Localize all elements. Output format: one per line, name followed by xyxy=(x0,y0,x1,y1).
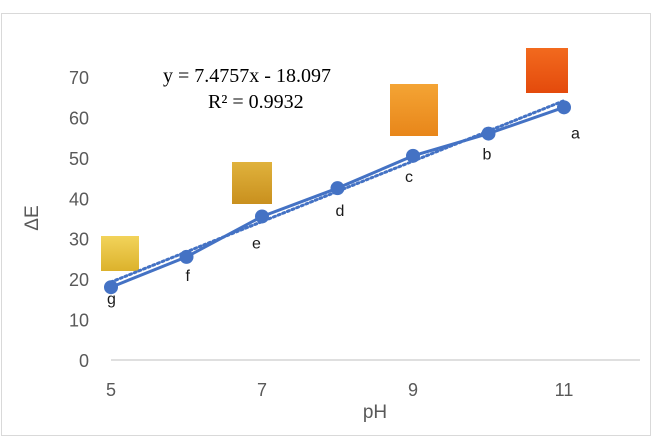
color-swatch-c xyxy=(390,84,438,136)
y-tick-label: 40 xyxy=(69,189,89,209)
y-tick-label: 10 xyxy=(69,311,89,331)
color-swatch-a xyxy=(526,48,568,93)
data-point xyxy=(330,181,345,196)
series-line xyxy=(110,105,565,289)
color-swatch-e xyxy=(232,162,272,204)
axes: 0 10 20 30 40 50 60 70 5 7 9 11 pH ΔE xyxy=(22,68,640,423)
data-point xyxy=(104,280,118,295)
point-label: a xyxy=(571,125,580,142)
color-swatches xyxy=(101,48,568,271)
y-tick-label: 70 xyxy=(69,68,89,88)
y-axis-title: ΔE xyxy=(22,205,43,230)
point-label: d xyxy=(336,203,345,220)
data-point xyxy=(481,126,496,141)
x-tick-label: 9 xyxy=(408,380,418,400)
x-tick-label: 11 xyxy=(555,380,574,400)
data-point xyxy=(406,148,420,163)
point-label: c xyxy=(405,169,413,186)
data-point xyxy=(179,249,194,264)
x-tick-label: 7 xyxy=(257,380,267,400)
r-squared-label: R² = 0.9932 xyxy=(208,91,304,113)
x-tick-label: 5 xyxy=(106,380,116,400)
data-point xyxy=(255,209,269,224)
point-label: e xyxy=(252,235,261,252)
y-tick-label: 50 xyxy=(69,149,89,169)
trendline-equation: y = 7.4757x - 18.097 xyxy=(163,65,331,87)
data-series xyxy=(104,100,571,295)
data-point xyxy=(557,100,571,115)
color-swatch-g xyxy=(101,236,139,271)
y-tick-label: 0 xyxy=(79,351,89,371)
point-labels: g f e d c b a xyxy=(107,125,580,308)
point-label: f xyxy=(186,268,191,285)
y-tick-label: 60 xyxy=(69,108,89,128)
point-label: g xyxy=(107,291,116,308)
y-tick-label: 20 xyxy=(69,270,89,290)
x-axis-title: pH xyxy=(363,402,387,423)
y-tick-label: 30 xyxy=(69,230,89,250)
point-label: b xyxy=(483,147,492,164)
